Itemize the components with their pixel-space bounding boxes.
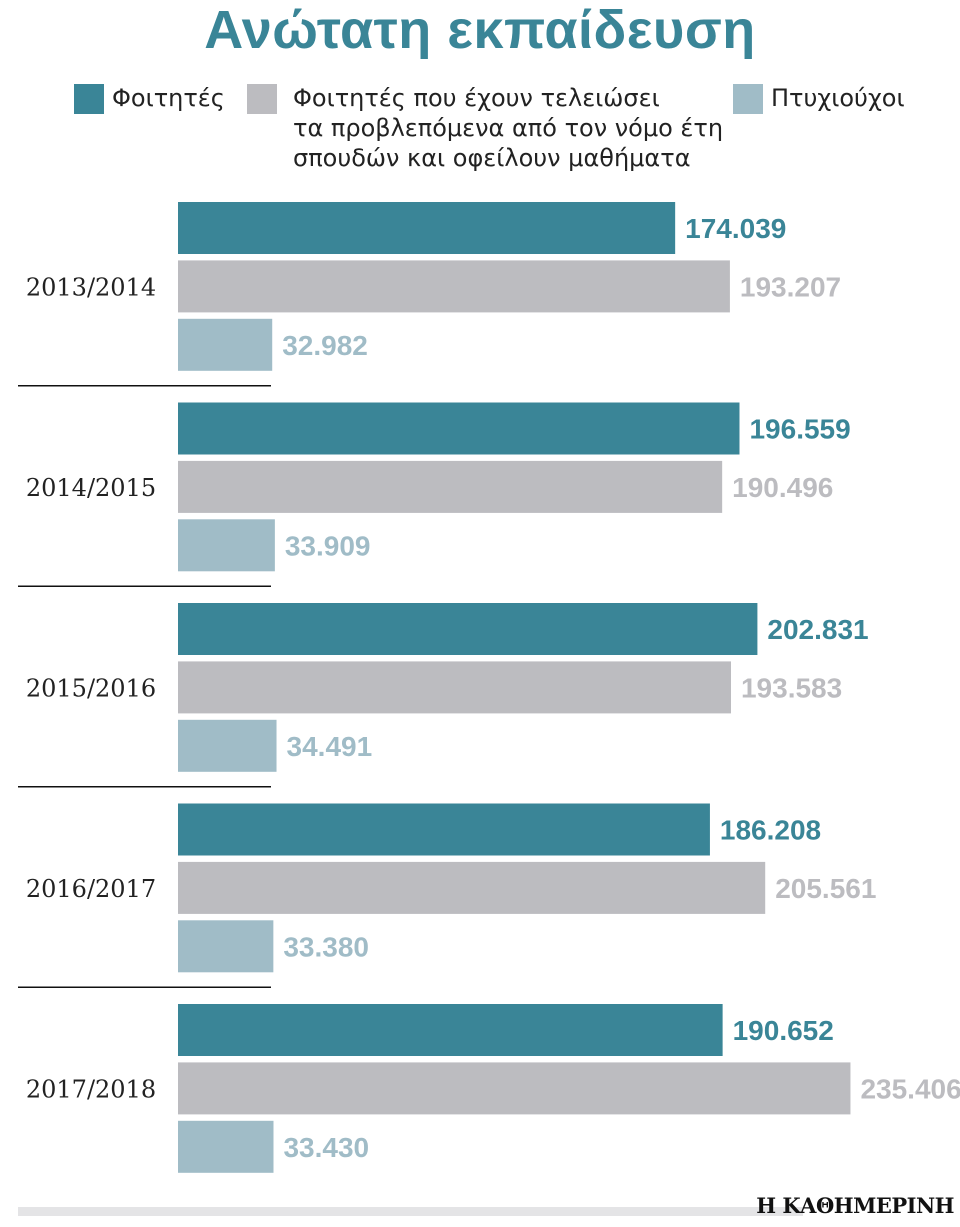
bar-students-2015-2016 [178,603,758,655]
value-label-students-2017-2018: 190.652 [733,1015,834,1046]
bar-graduates-2015-2016 [178,719,277,772]
year-label-2016-2017: 2016/2017 [26,875,156,903]
value-label-students-2016-2017: 186.208 [720,815,821,846]
value-label-overdue-2014-2015: 190.496 [732,472,833,503]
bar-graduates-2014-2015 [178,519,275,572]
chart-title: Ανώτατη εκπαίδευση [204,0,756,60]
bar-graduates-2013-2014 [178,318,273,371]
value-label-students-2015-2016: 202.831 [767,614,868,645]
bar-students-2017-2018 [178,1004,723,1056]
legend-swatch-overdue-students [247,84,277,114]
year-label-2015-2016: 2015/2016 [26,674,156,702]
bar-students-2014-2015 [178,402,740,455]
bar-overdue-2015-2016 [178,661,731,714]
bar-students-2016-2017 [178,803,710,856]
legend-swatch-students [74,84,104,114]
bar-overdue-2017-2018 [178,1062,851,1115]
value-label-overdue-2015-2016: 193.583 [741,672,842,703]
legend-overdue-line-3: σπουδών και οφείλουν μαθήματα [293,144,691,172]
footer-bar [18,1207,803,1216]
value-label-students-2014-2015: 196.559 [749,414,850,445]
bar-overdue-2014-2015 [178,460,723,513]
year-label-2017-2018: 2017/2018 [26,1075,156,1103]
legend-students-line-1: Φοιτητές [112,84,225,112]
bar-graduates-2016-2017 [178,920,274,973]
legend-label-overdue-students: Φοιτητές που έχουν τελειώσει τα προβλεπό… [293,83,723,173]
legend-swatch-graduates [733,84,763,114]
legend-overdue-line-2: τα προβλεπόμενα από τον νόμο έτη [293,114,724,142]
legend-label-students: Φοιτητές [112,83,225,113]
value-label-students-2013-2014: 174.039 [685,213,786,244]
value-label-graduates-2016-2017: 33.380 [283,931,369,962]
value-label-graduates-2013-2014: 32.982 [282,330,368,361]
brand-logo: Η ΚΑΘΗΜΕΡΙΝΗ [756,1193,954,1218]
value-label-overdue-2016-2017: 205.561 [775,873,876,904]
year-label-2014-2015: 2014/2015 [26,474,156,502]
bar-students-2013-2014 [178,202,676,254]
legend-graduates-line-1: Πτυχιούχοι [771,84,905,112]
legend-label-graduates: Πτυχιούχοι [771,83,905,113]
value-label-graduates-2014-2015: 33.909 [285,530,371,561]
value-label-graduates-2017-2018: 33.430 [283,1132,369,1163]
bar-overdue-2016-2017 [178,861,766,914]
value-label-overdue-2013-2014: 193.207 [740,271,841,302]
value-label-overdue-2017-2018: 235.406 [860,1073,960,1104]
value-label-graduates-2015-2016: 34.491 [287,731,373,762]
year-label-2013-2014: 2013/2014 [26,273,156,301]
bar-overdue-2013-2014 [178,260,730,313]
legend-overdue-line-1: Φοιτητές που έχουν τελειώσει [293,84,660,112]
bar-graduates-2017-2018 [178,1120,274,1173]
